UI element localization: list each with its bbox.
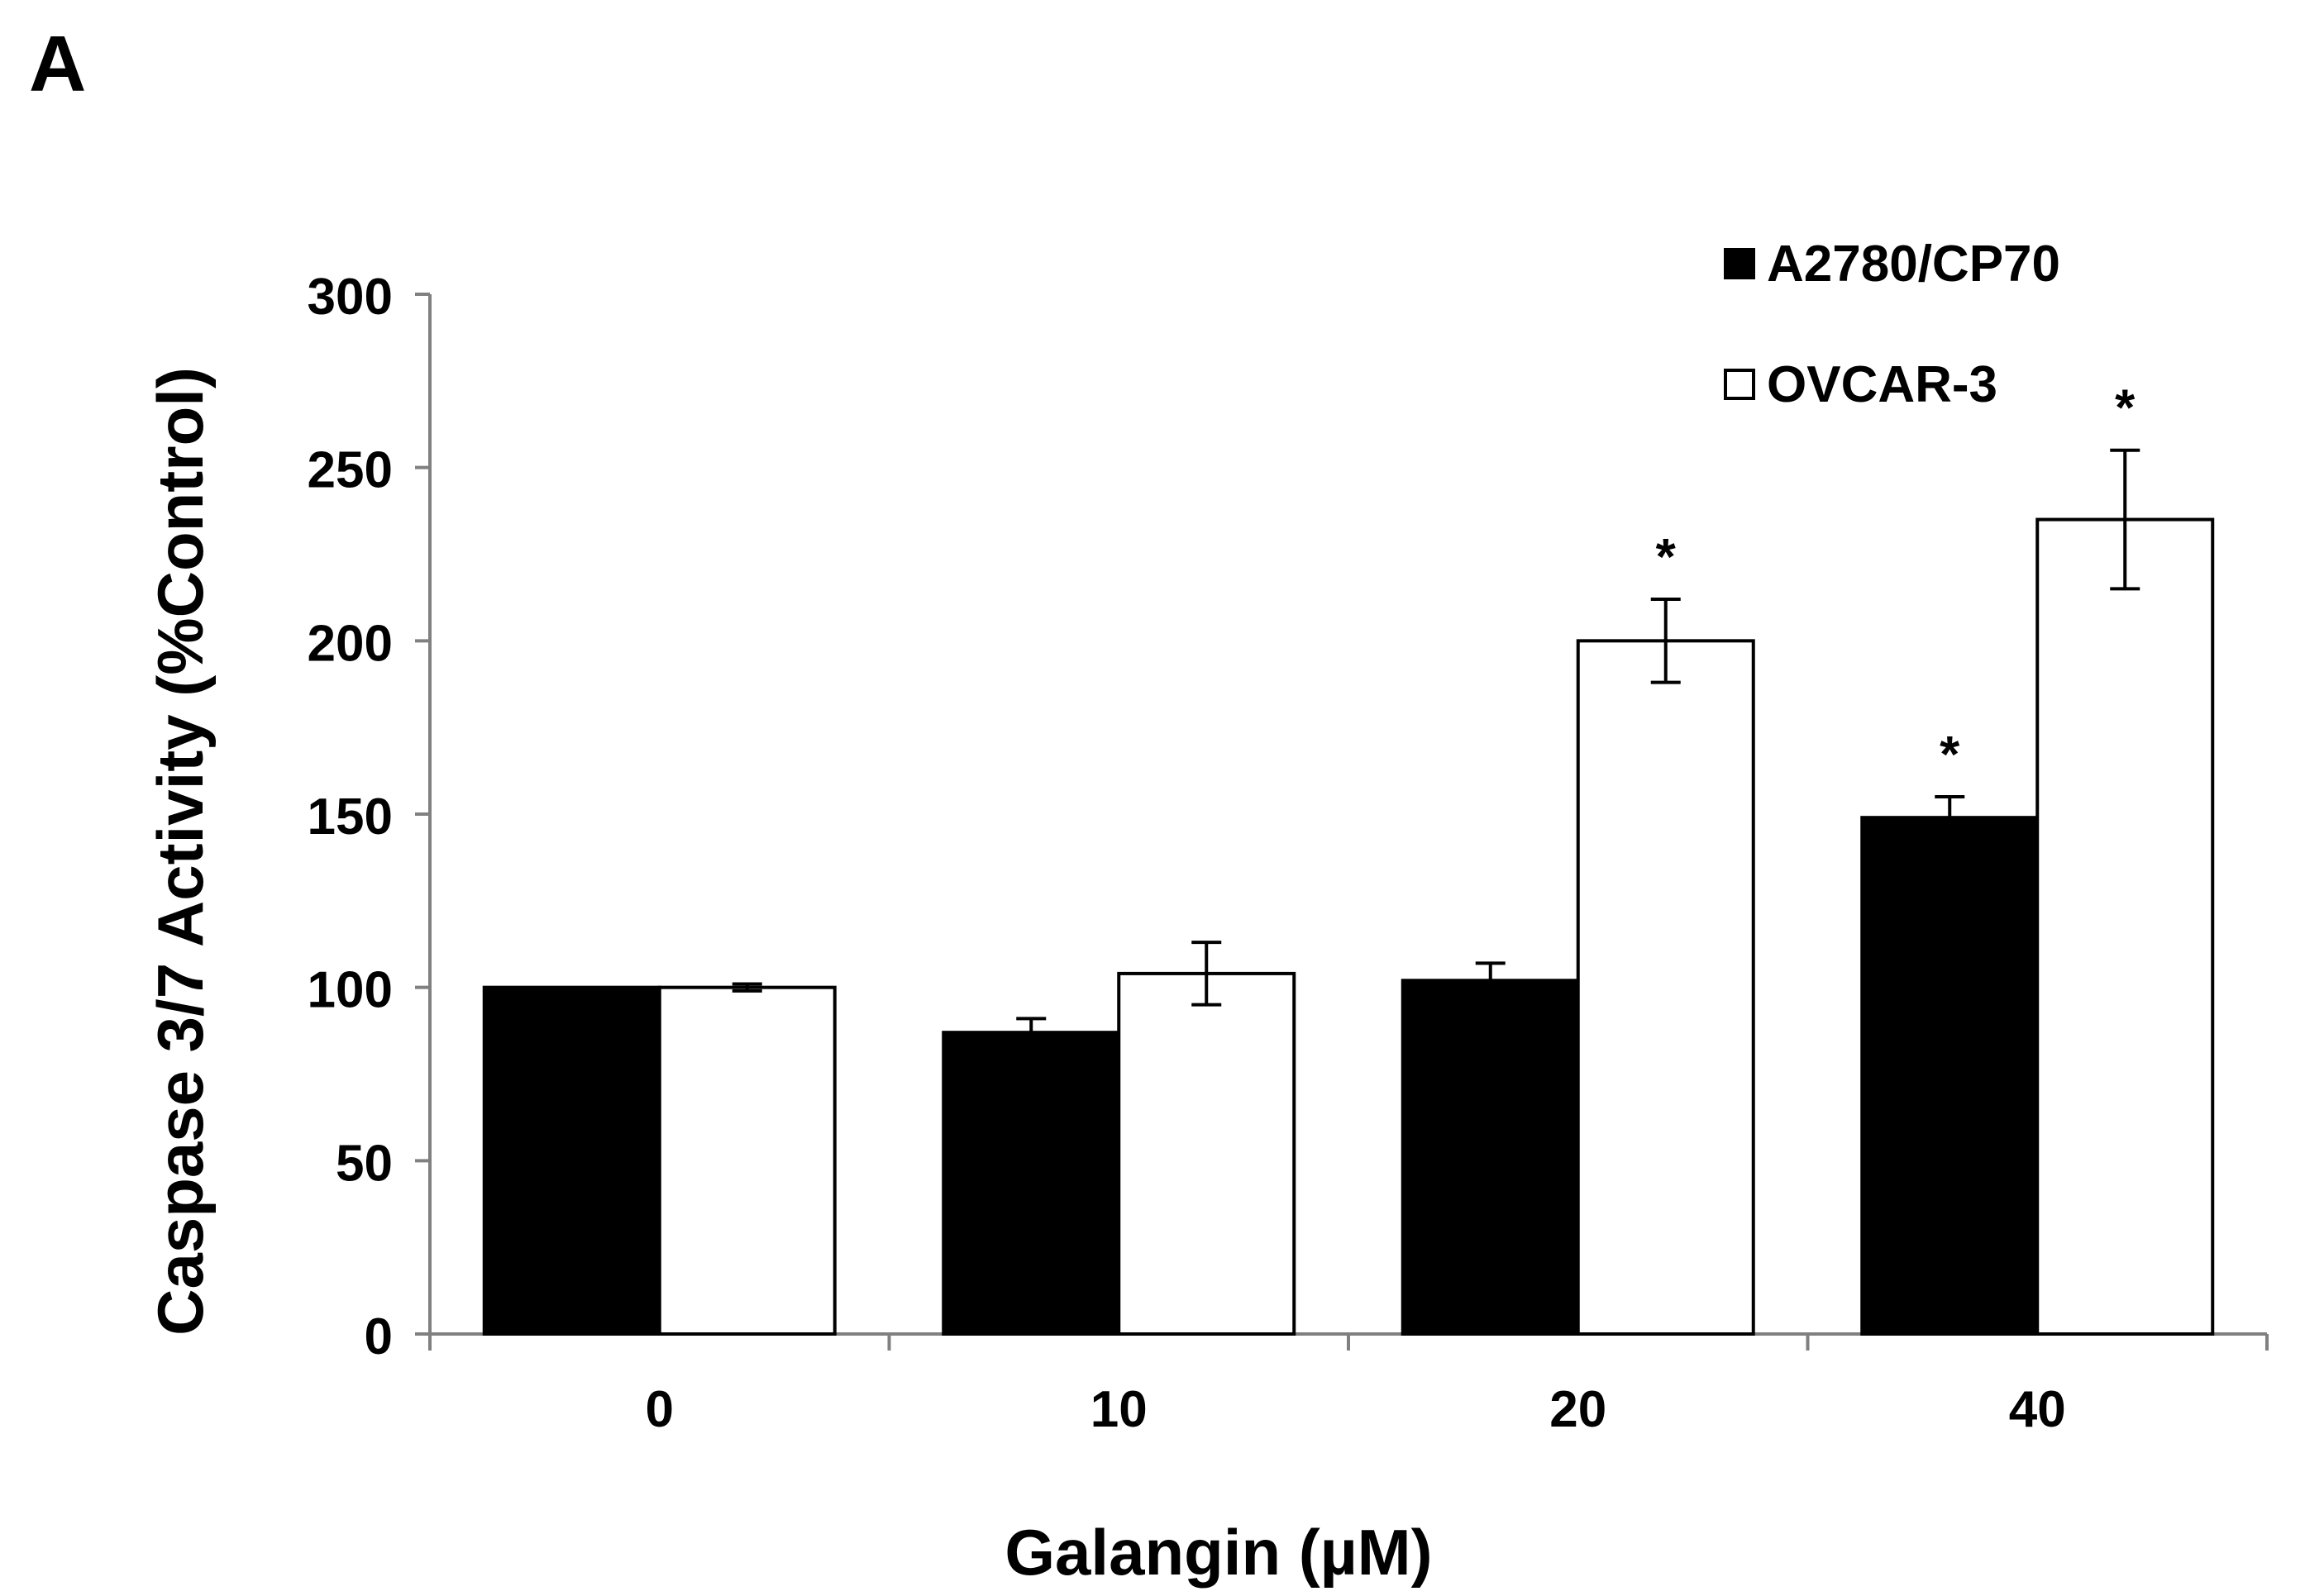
- y-tick-label: 200: [308, 615, 393, 672]
- x-category-label: 20: [1549, 1381, 1606, 1438]
- panel-label: A: [29, 20, 86, 108]
- legend-swatch-ovcar-3: [1724, 369, 1755, 400]
- significance-marker: *: [1940, 727, 1960, 784]
- bar-a2780-cp70: [942, 1031, 1121, 1336]
- bar-ovcar-3: [2035, 517, 2215, 1336]
- y-tick-label: 100: [308, 962, 393, 1019]
- significance-marker: *: [1656, 529, 1677, 586]
- bar-ovcar-3: [1117, 971, 1296, 1336]
- x-category-label: 0: [646, 1381, 674, 1438]
- plot-area: 0 50 100 150 200 250 300 0 10 20 40 * * *: [308, 269, 2269, 1438]
- significance-marker: *: [2115, 380, 2136, 437]
- legend-label-ovcar-3: OVCAR-3: [1767, 356, 1997, 413]
- x-category-label: 40: [2009, 1381, 2066, 1438]
- bar-ovcar-3: [1576, 639, 1755, 1336]
- legend: A2780/CP70 OVCAR-3: [1724, 236, 2060, 413]
- legend-swatch-a2780-cp70: [1724, 248, 1755, 279]
- bar-a2780-cp70: [1860, 816, 2040, 1336]
- y-tick-label: 150: [308, 788, 393, 846]
- y-axis-label: Caspase 3/7 Activity (%Control): [144, 367, 217, 1336]
- y-tick-label: 300: [308, 269, 393, 326]
- x-axis-label: Galangin (µM): [1005, 1516, 1432, 1589]
- y-tick-label: 50: [336, 1135, 393, 1192]
- legend-label-a2780-cp70: A2780/CP70: [1767, 236, 2060, 293]
- bar-ovcar-3: [657, 985, 837, 1336]
- bar-a2780-cp70: [482, 985, 661, 1336]
- y-tick-label: 0: [365, 1308, 393, 1365]
- y-tick-label: 250: [308, 442, 393, 499]
- x-category-label: 10: [1090, 1381, 1148, 1438]
- bar-a2780-cp70: [1401, 979, 1580, 1336]
